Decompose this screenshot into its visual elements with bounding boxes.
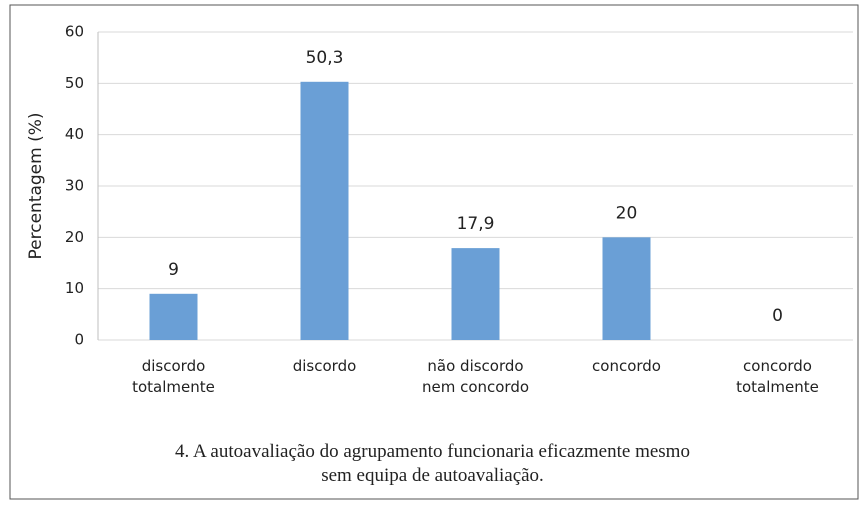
frame <box>9 4 859 500</box>
data-label: 50,3 <box>306 48 344 68</box>
x-tick-label: discordo totalmente <box>132 357 215 396</box>
y-tick-label: 10 <box>65 279 84 297</box>
x-tick-label: discordo <box>292 357 357 375</box>
bar <box>149 293 198 340</box>
bar <box>602 237 651 340</box>
y-tick-label: 30 <box>65 177 84 195</box>
data-label: 17,9 <box>457 214 495 234</box>
y-tick-label: 50 <box>65 74 84 92</box>
data-label: 9 <box>168 260 179 280</box>
y-tick-label: 40 <box>65 125 84 143</box>
y-axis-label: Percentagem (%) <box>26 112 46 259</box>
y-tick-label: 0 <box>74 331 84 349</box>
x-tick-label: não discordo nem concordo <box>421 357 530 396</box>
y-tick-label: 20 <box>65 228 84 246</box>
x-tick-label: concordo totalmente <box>736 357 819 396</box>
data-label: 0 <box>772 306 783 326</box>
bar <box>451 248 500 340</box>
data-label: 20 <box>616 203 638 223</box>
chart-title: 4. A autoavaliação do agrupamento funcio… <box>175 441 690 486</box>
x-tick-label: concordo <box>592 357 661 375</box>
bar <box>300 81 349 340</box>
y-tick-label: 60 <box>65 23 84 41</box>
